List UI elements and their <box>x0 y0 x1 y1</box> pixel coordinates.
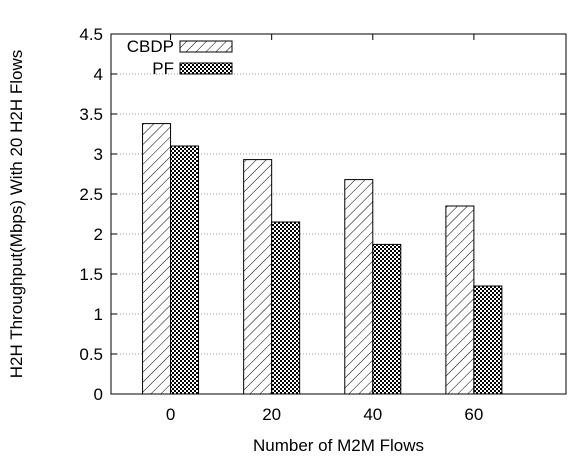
legend-label-cbdp: CBDP <box>127 37 174 56</box>
bars <box>142 123 503 395</box>
x-axis-ticks: 0 20 40 60 <box>166 34 483 424</box>
x-axis-title: Number of M2M Flows <box>253 436 424 455</box>
legend-label-pf: PF <box>152 59 174 78</box>
bar-cbdp <box>142 123 172 395</box>
x-tick-label: 40 <box>363 405 382 424</box>
plot-frame <box>110 33 567 395</box>
y-axis-title: H2H Throughput(Mbps) With 20 H2H Flows <box>7 50 26 378</box>
y-tick-label: 0 <box>94 385 103 404</box>
y-tick-label: 4 <box>94 65 103 84</box>
bar-pf <box>170 145 200 395</box>
legend: CBDP PF <box>127 37 233 78</box>
bar-cbdp <box>243 159 273 395</box>
bar-cbdp <box>344 179 374 395</box>
y-tick-label: 4.5 <box>79 25 103 44</box>
y-axis-ticks: 0 0.5 1 1.5 2 2.5 3 3.5 4 4.5 <box>79 25 566 404</box>
y-tick-label: 1 <box>94 305 103 324</box>
bar-pf <box>271 221 301 395</box>
y-tick-label: 3 <box>94 145 103 164</box>
bar-pf <box>473 285 503 395</box>
bar-pf <box>372 243 402 395</box>
y-tick-label: 0.5 <box>79 345 103 364</box>
y-tick-label: 2.5 <box>79 185 103 204</box>
legend-swatch-pf <box>179 62 233 75</box>
y-tick-label: 2 <box>94 225 103 244</box>
bar-cbdp <box>445 205 475 395</box>
x-tick-label: 0 <box>166 405 175 424</box>
x-tick-label: 20 <box>262 405 281 424</box>
y-tick-label: 3.5 <box>79 105 103 124</box>
x-tick-label: 60 <box>464 405 483 424</box>
y-tick-label: 1.5 <box>79 265 103 284</box>
legend-swatch-cbdp <box>179 40 233 53</box>
